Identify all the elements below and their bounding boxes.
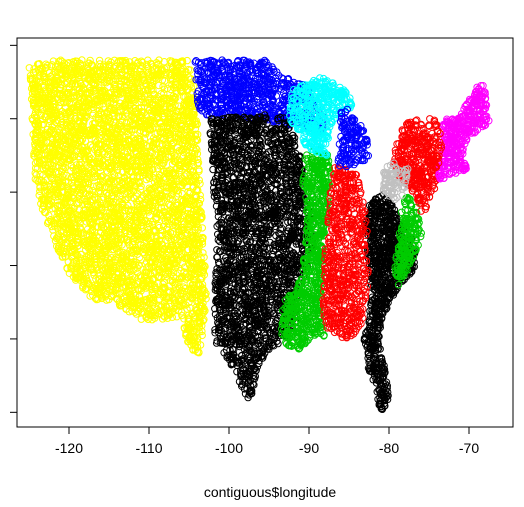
data-point <box>149 274 158 283</box>
data-point <box>132 135 140 144</box>
data-point <box>196 180 204 188</box>
data-point <box>91 136 100 144</box>
data-point <box>187 200 195 209</box>
data-point <box>41 64 49 73</box>
data-point <box>194 159 203 167</box>
data-point <box>89 85 98 93</box>
data-point <box>202 295 210 303</box>
data-point <box>192 144 200 152</box>
data-point <box>63 70 71 79</box>
data-point <box>132 157 141 166</box>
data-point <box>182 329 190 337</box>
data-point <box>170 151 179 160</box>
data-point <box>195 323 204 332</box>
data-point <box>112 101 120 109</box>
data-points <box>25 56 493 413</box>
data-point <box>74 261 82 269</box>
data-point <box>152 59 161 67</box>
data-point <box>193 145 201 154</box>
data-point <box>55 102 63 110</box>
data-point <box>45 186 53 194</box>
point-series-3 <box>206 111 317 402</box>
data-point <box>90 119 99 127</box>
data-point <box>33 149 41 157</box>
plot-frame <box>16 37 514 428</box>
data-point <box>198 327 206 336</box>
data-point <box>182 170 190 179</box>
data-point <box>198 237 207 246</box>
data-point <box>31 175 39 183</box>
data-point <box>95 56 104 65</box>
point-series-1 <box>25 56 210 357</box>
data-point <box>178 259 187 267</box>
data-point <box>176 162 184 170</box>
data-point <box>60 163 68 171</box>
data-point <box>47 125 55 134</box>
data-point <box>88 227 96 235</box>
data-point <box>149 108 158 116</box>
data-point <box>121 56 130 65</box>
data-point <box>195 167 203 175</box>
data-point <box>141 268 149 276</box>
data-point <box>128 143 136 152</box>
data-point <box>36 184 44 192</box>
data-point <box>45 69 54 77</box>
data-point <box>57 193 65 201</box>
data-point <box>60 99 68 107</box>
data-point <box>63 98 71 106</box>
data-point <box>73 235 82 243</box>
data-point <box>111 163 119 171</box>
data-point <box>55 57 63 66</box>
data-point <box>168 313 177 321</box>
data-point <box>62 202 71 210</box>
data-point <box>158 76 167 84</box>
data-point <box>151 206 160 214</box>
data-point <box>155 56 163 64</box>
data-point <box>76 254 84 262</box>
data-point <box>31 159 40 167</box>
data-point <box>162 302 170 311</box>
data-point <box>155 81 163 90</box>
data-point <box>183 133 192 142</box>
data-point <box>193 160 202 168</box>
data-point <box>84 263 93 271</box>
data-point <box>152 257 160 265</box>
data-point <box>104 74 112 82</box>
data-point <box>118 195 126 204</box>
data-point <box>146 211 154 220</box>
data-point <box>181 284 189 293</box>
data-point <box>99 221 107 229</box>
data-point <box>78 146 87 155</box>
data-point <box>114 280 122 288</box>
data-point <box>90 168 99 176</box>
data-point <box>194 238 202 247</box>
data-point <box>159 222 168 231</box>
data-point <box>102 250 110 259</box>
data-point <box>37 200 45 208</box>
data-point <box>86 248 94 256</box>
data-point <box>115 57 123 65</box>
data-point <box>108 236 117 244</box>
data-point <box>175 206 183 215</box>
data-point <box>163 84 172 93</box>
data-point <box>142 272 150 280</box>
data-point <box>79 275 88 284</box>
data-point <box>138 58 147 67</box>
data-point <box>79 265 88 273</box>
